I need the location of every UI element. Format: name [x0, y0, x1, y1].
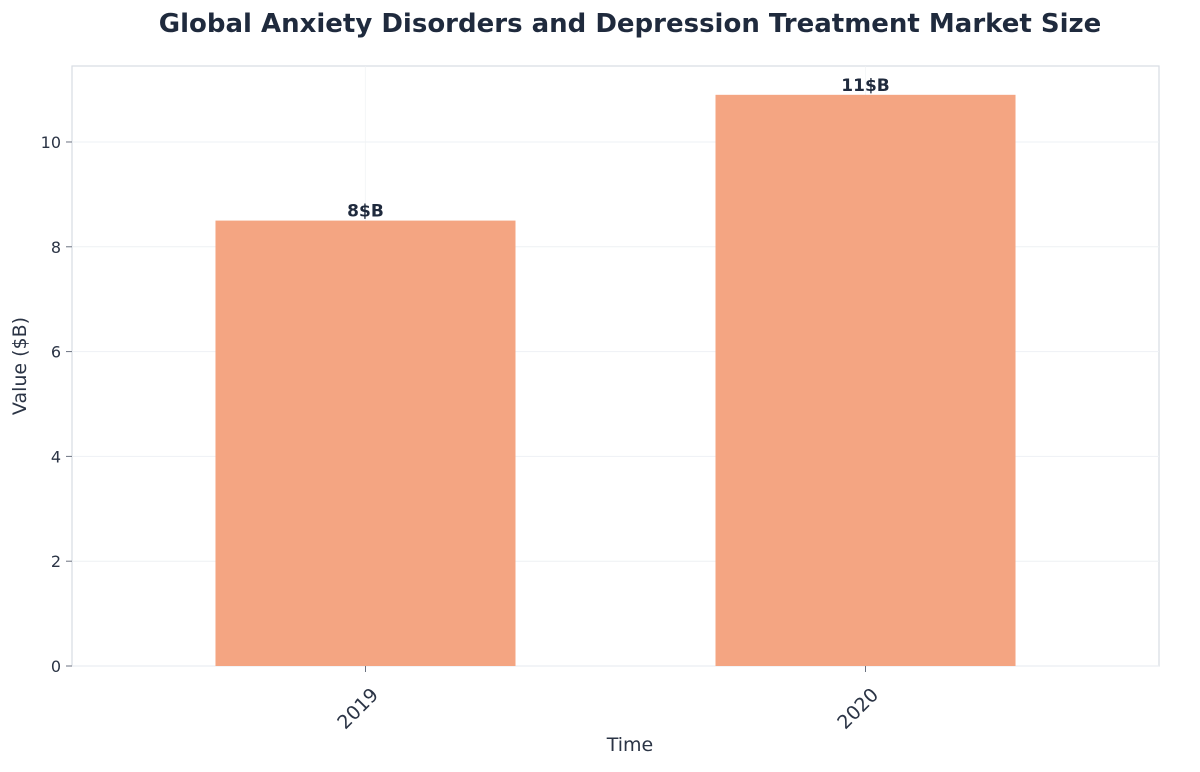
- x-tick-label: 2019: [333, 684, 383, 734]
- y-axis-label: Value ($B): [9, 317, 31, 415]
- x-axis-label: Time: [606, 734, 654, 756]
- y-tick-label: 10: [41, 133, 61, 152]
- bar: [715, 94, 1016, 666]
- y-tick-label: 2: [51, 552, 61, 571]
- bar-value-label: 11$B: [841, 76, 889, 96]
- y-tick-label: 0: [51, 657, 61, 676]
- x-axis: 2019 2020: [333, 666, 883, 734]
- x-tick-label: 2020: [833, 684, 883, 734]
- bars: [215, 94, 1016, 667]
- bar-value-label: 8$B: [347, 202, 384, 222]
- y-axis: 0 2 4 6 8 10: [41, 133, 72, 676]
- y-tick-label: 8: [51, 238, 61, 257]
- data-labels: 8$B 11$B: [347, 76, 890, 222]
- chart-title: Global Anxiety Disorders and Depression …: [159, 9, 1102, 39]
- y-tick-label: 4: [51, 447, 61, 466]
- y-tick-label: 6: [51, 343, 61, 362]
- bar: [215, 220, 516, 667]
